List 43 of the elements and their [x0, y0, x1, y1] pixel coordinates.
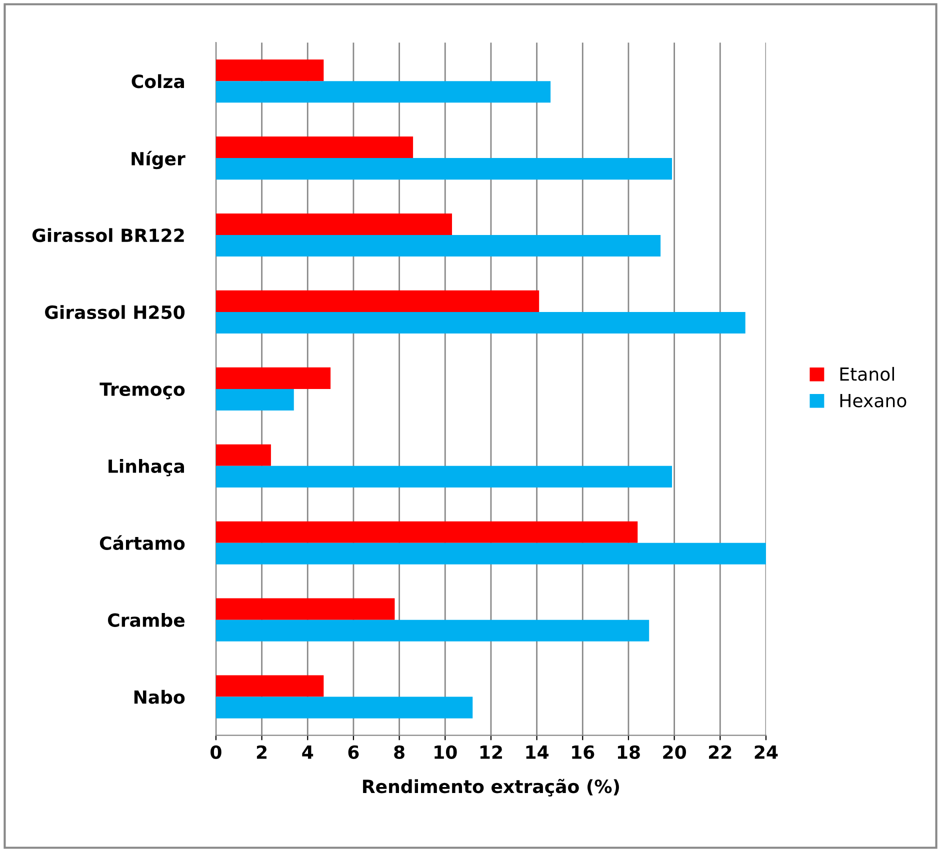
y-tick-label: Colza — [132, 74, 184, 88]
bar — [216, 675, 324, 697]
bar — [216, 542, 766, 564]
x-tick-label: 4 — [302, 746, 314, 759]
x-tick-label: 8 — [394, 745, 404, 759]
bar — [216, 158, 672, 180]
bar — [216, 60, 324, 82]
bar — [216, 367, 331, 389]
x-tick-label: 14 — [526, 746, 549, 759]
bar — [216, 696, 473, 718]
x-axis-title: Rendimento extração (%) — [363, 778, 619, 796]
y-tick-label: Crambe — [108, 612, 185, 627]
x-tick-label: 16 — [572, 745, 594, 759]
y-tick-label: Girassol BR122 — [32, 228, 184, 242]
x-tick-label: 24 — [754, 745, 778, 759]
legend-label: Hexano — [840, 394, 906, 408]
x-tick-label: 20 — [663, 745, 686, 759]
bar — [216, 521, 638, 543]
x-tick-label: 18 — [618, 745, 640, 759]
bar — [216, 466, 672, 488]
bar — [216, 444, 271, 466]
y-tick-label: Linhaça — [108, 459, 184, 476]
y-tick-label: Cártamo — [100, 535, 185, 550]
bar — [216, 136, 414, 158]
y-tick-label: Girassol H250 — [45, 305, 185, 320]
bar — [216, 235, 661, 257]
x-tick-label: 0 — [210, 745, 222, 759]
bar — [216, 598, 395, 620]
bar — [216, 213, 452, 236]
bar — [216, 388, 294, 410]
legend-label: Etanol — [840, 366, 894, 381]
bar — [216, 290, 540, 312]
x-tick-label: 12 — [480, 745, 502, 759]
x-tick-label: 10 — [434, 745, 457, 759]
x-tick-label: 2 — [256, 745, 267, 759]
y-tick-label: Nabo — [134, 690, 185, 704]
x-tick-label: 6 — [348, 745, 359, 759]
x-tick-label: 22 — [709, 745, 732, 759]
bar — [216, 81, 551, 103]
y-tick-label: Tremoço — [100, 382, 185, 400]
bar — [216, 620, 650, 642]
y-tick-label: Níger — [132, 150, 186, 170]
bar — [216, 312, 746, 334]
